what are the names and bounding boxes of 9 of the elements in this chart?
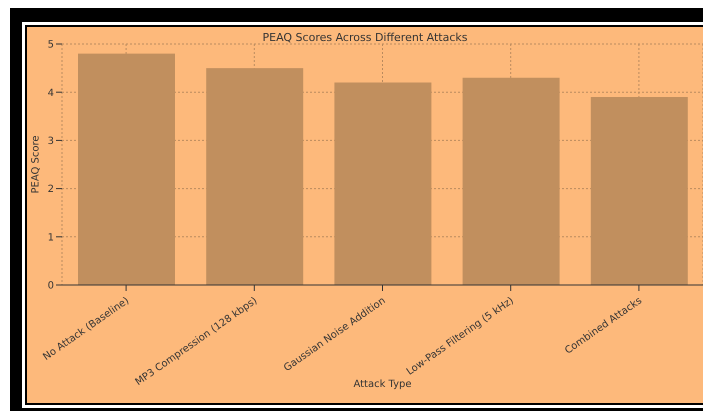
x-axis-title: Attack Type <box>353 379 412 390</box>
y-tick-label: 2 <box>48 184 54 196</box>
chart-title: PEAQ Scores Across Different Attacks <box>262 31 468 44</box>
y-tick-label: 3 <box>48 136 54 147</box>
y-tick-label: 5 <box>48 40 54 51</box>
y-tick-label: 1 <box>48 232 54 244</box>
y-axis-title: PEAQ Score <box>30 135 42 194</box>
y-tick-label: 4 <box>48 88 54 99</box>
y-tick-label: 0 <box>48 280 54 292</box>
